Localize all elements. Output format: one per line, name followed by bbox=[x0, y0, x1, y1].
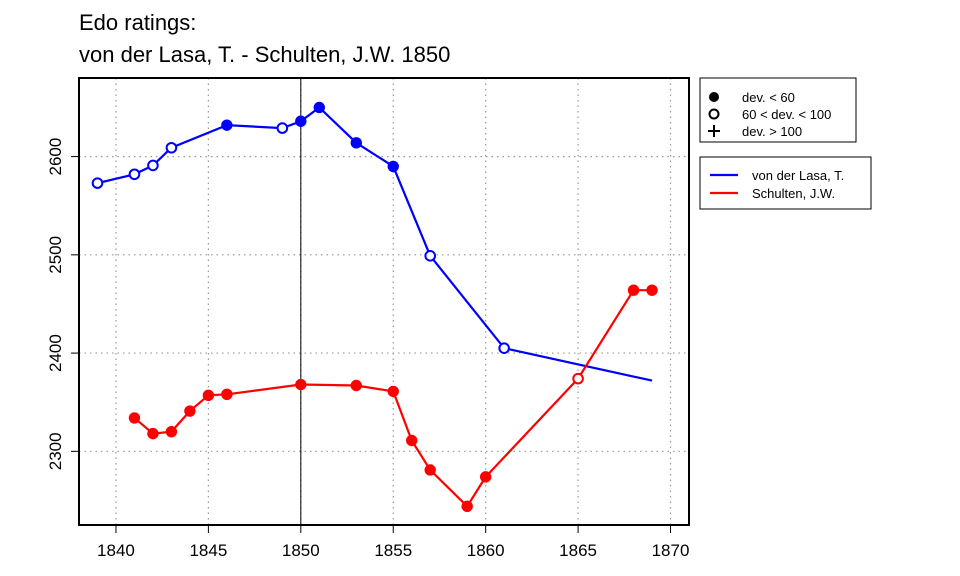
series-0-point-1855 bbox=[387, 160, 399, 173]
series-0-point-1850 bbox=[295, 115, 307, 127]
series-1-point-1843 bbox=[165, 425, 178, 438]
x-axis: 1840 1845 1850 1855 1860 1865 1870 bbox=[97, 525, 689, 560]
series-1-point-1856 bbox=[406, 434, 418, 447]
series-1-point-1859 bbox=[461, 500, 473, 513]
series-0-point-1853 bbox=[350, 137, 362, 149]
series-legend: von der Lasa, T. Schulten, J.W. bbox=[699, 156, 872, 210]
series-1-point-1845 bbox=[202, 389, 215, 402]
series-legend-box bbox=[699, 156, 872, 210]
y-tick-label-2600: 2600 bbox=[46, 138, 65, 176]
dev-legend-label-0: dev. < 60 bbox=[742, 90, 795, 105]
series-0-line bbox=[97, 106, 653, 382]
dev-legend-marker-open bbox=[708, 108, 720, 120]
series-1-point-1869 bbox=[646, 284, 658, 296]
chart-title-line-1: Edo ratings: bbox=[79, 10, 196, 35]
series-1-point-1855 bbox=[387, 385, 399, 398]
series-0-point-1846 bbox=[221, 119, 233, 131]
series-1-point-1860 bbox=[479, 471, 492, 483]
chart-title-line-2: von der Lasa, T. - Schulten, J.W. 1850 bbox=[79, 42, 450, 67]
plot-frame bbox=[78, 77, 690, 526]
series-1-point-1857 bbox=[424, 464, 436, 476]
series-0-point-1861 bbox=[498, 342, 510, 354]
x-tick-label-1860: 1860 bbox=[467, 541, 505, 560]
series-1 bbox=[128, 284, 658, 513]
series-1-line bbox=[133, 289, 653, 509]
series-1-point-1850 bbox=[295, 378, 307, 391]
series-1-point-1844 bbox=[184, 405, 196, 417]
dev-legend-marker-filled bbox=[709, 92, 719, 102]
series-1-point-1846 bbox=[221, 388, 233, 401]
series-0 bbox=[91, 101, 653, 382]
x-tick-label-1845: 1845 bbox=[189, 541, 227, 560]
series-1-point-1842 bbox=[147, 427, 159, 440]
series-layer bbox=[91, 101, 658, 513]
dev-legend-label-1: 60 < dev. < 100 bbox=[742, 107, 831, 122]
series-1-point-1865 bbox=[572, 372, 584, 385]
series-0-point-1857 bbox=[424, 250, 437, 262]
series-1-point-1868 bbox=[627, 284, 640, 296]
x-tick-label-1840: 1840 bbox=[97, 541, 135, 560]
series-legend-label-1: Schulten, J.W. bbox=[752, 186, 835, 201]
y-tick-label-2500: 2500 bbox=[46, 236, 65, 274]
series-legend-label-0: von der Lasa, T. bbox=[752, 168, 844, 183]
x-tick-label-1870: 1870 bbox=[652, 541, 690, 560]
series-0-point-1842 bbox=[147, 159, 159, 172]
series-1-point-1841 bbox=[128, 412, 141, 424]
dev-legend-marker-plus bbox=[708, 125, 720, 137]
series-0-point-1849 bbox=[276, 122, 289, 134]
series-0-point-1843 bbox=[165, 141, 178, 154]
deviation-legend-box bbox=[699, 77, 857, 143]
deviation-legend: dev. < 60 60 < dev. < 100 dev. > 100 bbox=[699, 77, 857, 143]
x-tick-label-1865: 1865 bbox=[559, 541, 597, 560]
series-0-point-1851 bbox=[313, 101, 326, 114]
series-1-point-1853 bbox=[350, 379, 362, 392]
x-tick-label-1855: 1855 bbox=[374, 541, 412, 560]
series-0-point-1839 bbox=[91, 177, 104, 189]
x-tick-label-1850: 1850 bbox=[282, 541, 320, 560]
y-tick-label-2400: 2400 bbox=[46, 334, 65, 372]
series-0-point-1841 bbox=[128, 168, 141, 181]
y-tick-label-2300: 2300 bbox=[46, 432, 65, 470]
dev-legend-label-2: dev. > 100 bbox=[742, 124, 802, 139]
y-axis: 2300 2400 2500 2600 bbox=[46, 138, 79, 470]
